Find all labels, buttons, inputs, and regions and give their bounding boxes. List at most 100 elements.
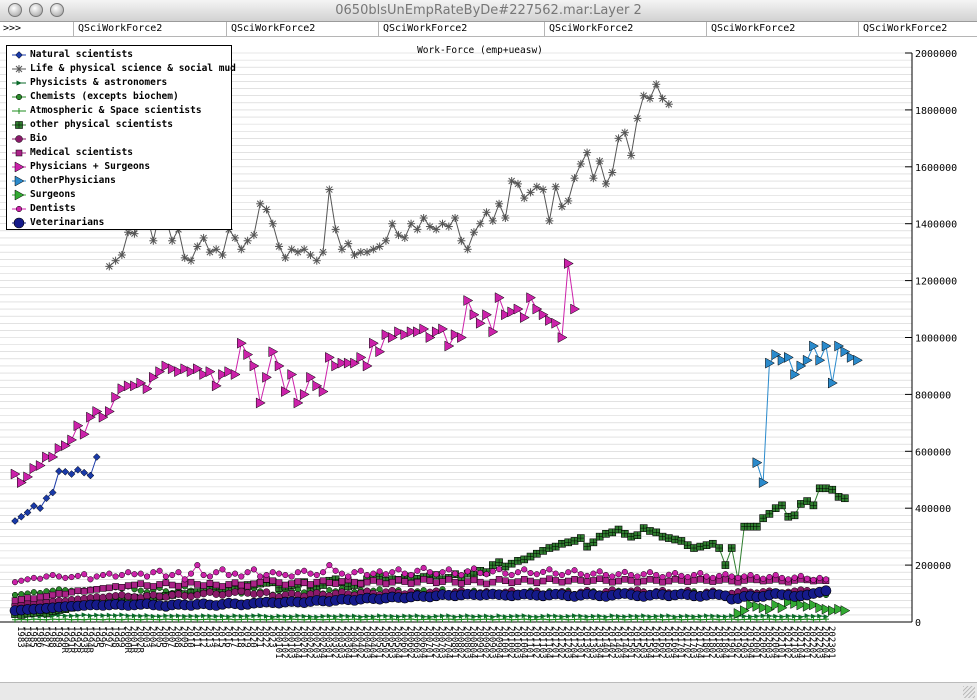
y-tick-label: 0 (915, 618, 921, 629)
x-tick-label: 200902 (480, 626, 490, 659)
data-point (810, 576, 817, 583)
data-point (615, 577, 622, 585)
data-point (540, 568, 547, 575)
series-line (14, 618, 827, 621)
data-point (345, 616, 352, 623)
tab-qsciworkforce2-1[interactable]: QSciWorkForce2 (73, 22, 162, 36)
data-point (477, 613, 484, 619)
data-point (507, 306, 518, 318)
data-point (765, 603, 775, 615)
tabs-overflow-chevron[interactable]: >>> (3, 23, 22, 34)
chart-legend: Natural scientists Life & physical scienc… (6, 45, 236, 230)
data-point (42, 451, 52, 463)
data-point (483, 571, 490, 578)
x-tick-label: 2003 (141, 626, 151, 648)
x-tick-label: 200801 (449, 626, 459, 659)
data-point (225, 572, 232, 579)
resize-grip-icon[interactable] (963, 686, 975, 698)
data-point (250, 590, 258, 598)
data-point (136, 377, 147, 389)
data-point (440, 613, 446, 619)
data-point (62, 613, 69, 619)
x-tick-label: 200303 (336, 626, 346, 659)
x-tick-label: 200101 (273, 626, 283, 659)
data-point (419, 214, 428, 223)
data-point (15, 121, 23, 129)
data-point (14, 175, 25, 187)
data-point (502, 577, 509, 584)
data-point (15, 65, 23, 73)
data-point (721, 561, 730, 569)
horizontal-scrollbar[interactable] (0, 682, 977, 700)
data-point (357, 616, 364, 623)
data-point (67, 434, 78, 446)
data-point (445, 566, 452, 573)
data-point (24, 616, 31, 623)
data-point (23, 508, 32, 517)
data-point (809, 501, 818, 510)
data-point (11, 517, 19, 525)
data-point (508, 572, 515, 579)
data-point (231, 233, 240, 242)
data-point (715, 544, 723, 552)
data-point (400, 233, 409, 242)
x-tick-label: 1999 (116, 626, 126, 648)
data-point (595, 157, 604, 166)
data-point (206, 573, 213, 580)
data-point (797, 616, 804, 623)
x-tick-label: 1995 (90, 626, 100, 648)
data-point (678, 616, 685, 623)
data-point (840, 346, 851, 358)
data-point (93, 586, 100, 593)
tab-qsciworkforce2-5[interactable]: QSciWorkForce2 (706, 22, 795, 36)
data-point (106, 612, 113, 618)
data-point (14, 189, 25, 201)
data-point (640, 616, 647, 623)
data-point (622, 614, 628, 620)
data-point (477, 616, 484, 623)
data-point (381, 329, 392, 341)
data-point (376, 616, 383, 623)
tab-qsciworkforce2-6[interactable]: QSciWorkForce2 (858, 22, 947, 36)
data-point (187, 592, 195, 601)
data-point (722, 616, 729, 623)
data-point (180, 592, 189, 600)
data-point (117, 250, 126, 259)
data-point (15, 205, 23, 213)
data-point (526, 292, 537, 304)
data-point (509, 613, 515, 619)
data-point (570, 537, 579, 545)
data-point (425, 222, 434, 231)
data-point (627, 151, 636, 160)
data-point (36, 593, 44, 601)
x-tick-label: 201901 (725, 626, 735, 659)
data-point (672, 616, 679, 623)
tab-qsciworkforce2-2[interactable]: QSciWorkForce2 (226, 22, 315, 36)
data-point (200, 582, 207, 589)
data-point (791, 616, 798, 623)
tab-qsciworkforce2-4[interactable]: QSciWorkForce2 (544, 22, 633, 36)
data-point (149, 236, 158, 245)
data-point (207, 613, 213, 619)
close-window-button[interactable] (8, 3, 22, 17)
x-tick-label: 200403 (361, 626, 371, 659)
data-point (546, 616, 553, 623)
data-point (137, 616, 144, 623)
data-point (709, 539, 717, 548)
data-point (287, 589, 296, 598)
data-point (307, 581, 314, 588)
data-point (772, 616, 779, 623)
data-point (131, 613, 138, 619)
minimize-window-button[interactable] (29, 3, 43, 17)
data-point (678, 572, 685, 579)
data-point (697, 616, 704, 623)
data-point (621, 616, 628, 623)
data-point (400, 329, 411, 341)
data-point (313, 572, 320, 579)
data-point (125, 616, 132, 623)
data-point (201, 613, 207, 619)
zoom-window-button[interactable] (50, 3, 64, 17)
tab-qsciworkforce2-3[interactable]: QSciWorkForce2 (378, 22, 467, 36)
data-point (458, 572, 465, 579)
x-tick-label: 202004 (769, 626, 779, 659)
